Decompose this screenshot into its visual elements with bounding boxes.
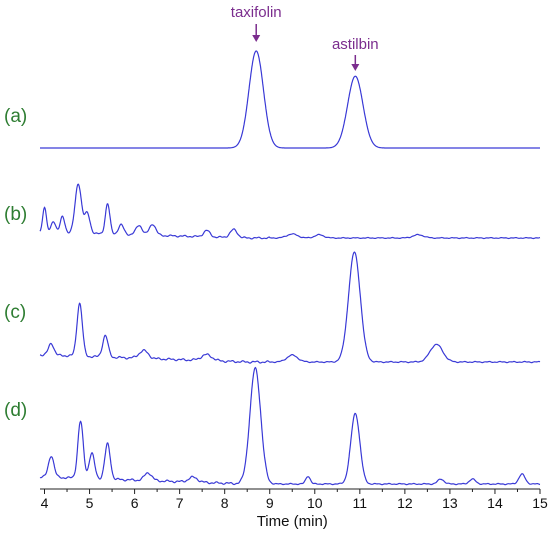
- trace-c: [39, 251, 541, 364]
- x-tick-label: 5: [86, 495, 94, 511]
- x-tick-label: 4: [41, 495, 49, 511]
- x-axis: 4 5 6 7 8 9 10 11 12 13 14 15: [40, 488, 548, 511]
- traces-group: [39, 50, 541, 486]
- series-label-d: (d): [4, 400, 27, 421]
- x-tick-label: 6: [131, 495, 139, 511]
- x-tick-label: 7: [176, 495, 184, 511]
- annotation-astilbin: astilbin: [332, 36, 379, 53]
- annotations-group: taxifolin astilbin: [231, 4, 379, 71]
- series-label-a: (a): [4, 106, 27, 127]
- x-tick-label: 15: [532, 495, 548, 511]
- x-tick-label: 13: [442, 495, 458, 511]
- x-tick-label: 14: [487, 495, 503, 511]
- x-tick-label: 10: [307, 495, 323, 511]
- series-label-b: (b): [4, 204, 27, 225]
- annotation-taxifolin: taxifolin: [231, 4, 282, 21]
- trace-a: [40, 50, 540, 149]
- series-labels-group: (a) (b) (c) (d): [4, 106, 27, 421]
- trace-b: [39, 183, 541, 240]
- x-tick-label: 9: [266, 495, 274, 511]
- arrow-down-icon: [252, 35, 261, 42]
- x-tick-label: 11: [353, 495, 368, 511]
- x-tick-label: 12: [397, 495, 413, 511]
- arrow-down-icon: [351, 64, 360, 71]
- x-axis-label: Time (min): [257, 513, 328, 530]
- series-label-c: (c): [4, 302, 26, 323]
- x-tick-label: 8: [221, 495, 229, 511]
- trace-d: [39, 366, 541, 486]
